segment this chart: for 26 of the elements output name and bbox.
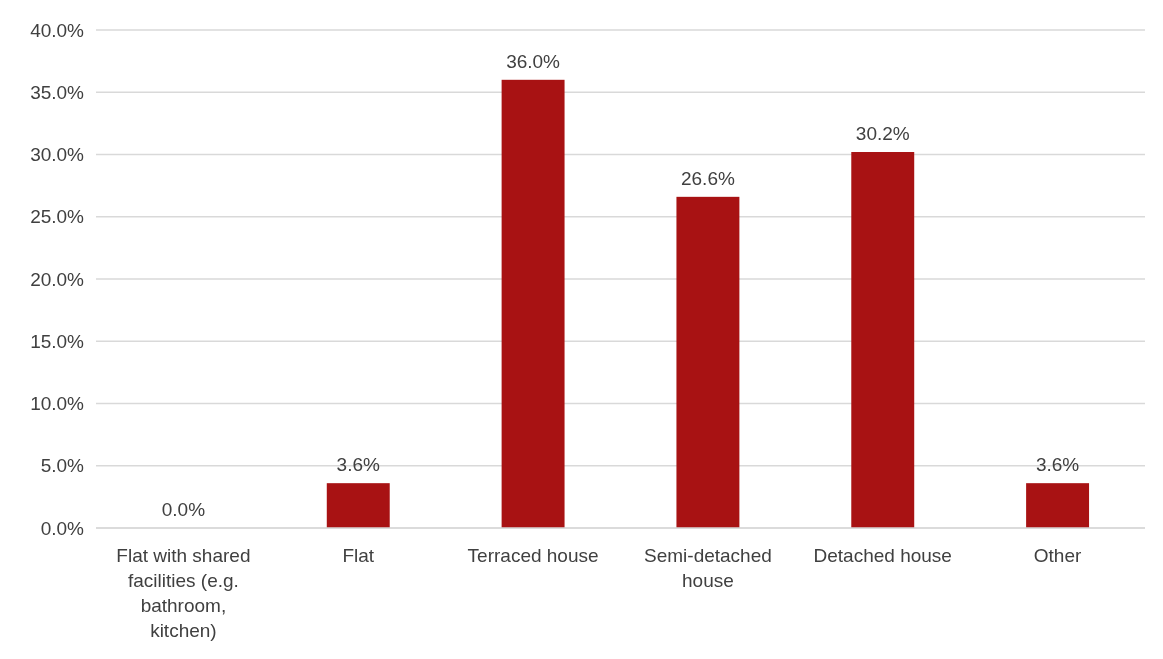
y-tick-label: 0.0%	[40, 517, 85, 539]
y-tick-label: 30.0%	[30, 144, 85, 166]
bar	[326, 483, 390, 528]
y-tick-label: 35.0%	[30, 81, 85, 103]
y-tick-label: 5.0%	[40, 455, 85, 477]
x-tick-label: Flat with shared facilities (e.g. bathroom, kitchen)	[116, 545, 251, 641]
data-label: 30.2%	[855, 123, 910, 145]
y-tick-label: 20.0%	[30, 268, 85, 290]
bar	[676, 196, 740, 528]
bar	[851, 152, 915, 528]
y-tick-label: 25.0%	[30, 206, 85, 228]
data-label: 0.0%	[161, 499, 206, 520]
data-label: 36.0%	[506, 50, 561, 72]
bar	[1026, 483, 1090, 528]
y-tick-label: 15.0%	[30, 330, 85, 352]
x-tick-label: Other	[1033, 545, 1083, 566]
data-label: 3.6%	[1035, 454, 1080, 476]
x-tick-label: Terraced house	[467, 545, 599, 566]
bar	[501, 79, 565, 528]
y-tick-label: 40.0%	[30, 19, 85, 41]
x-tick-label: Detached house	[813, 545, 952, 566]
data-label: 26.6%	[680, 167, 735, 189]
x-tick-label: Flat	[342, 545, 375, 566]
y-tick-label: 10.0%	[30, 393, 85, 415]
x-tick-label: Semi-detached house	[644, 545, 772, 591]
data-label: 3.6%	[336, 454, 381, 476]
